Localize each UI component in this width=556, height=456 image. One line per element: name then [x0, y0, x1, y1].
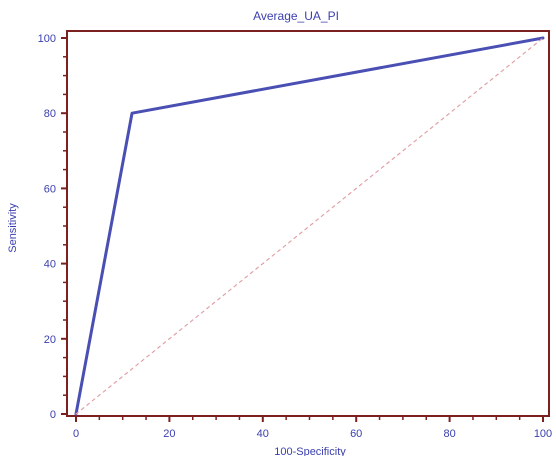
chart-title: Average_UA_PI: [253, 9, 339, 23]
x-tick-label: 40: [257, 428, 269, 440]
x-tick-label: 0: [73, 428, 79, 440]
y-tick-label: 80: [44, 108, 56, 120]
roc-curve-line: [74, 36, 545, 416]
x-tick-label: 20: [163, 428, 175, 440]
y-tick-label: 40: [44, 259, 56, 271]
y-tick-label: 20: [44, 334, 56, 346]
reference-diagonal-line: [75, 37, 544, 415]
series-layer: [74, 36, 545, 416]
y-tick-label: 60: [44, 183, 56, 195]
y-tick-label: 0: [50, 409, 56, 421]
x-tick-label: 80: [443, 428, 455, 440]
plot-frame: [66, 30, 550, 417]
ticks-layer: 0 20 40 60 80 100 0 20 40 60 80 100: [38, 33, 553, 440]
x-tick-label: 60: [350, 428, 362, 440]
y-tick-label: 100: [38, 33, 56, 45]
y-axis-label: Sensitivity: [7, 203, 19, 253]
x-axis-label: 100-Specificity: [274, 446, 346, 456]
x-tick-label: 100: [534, 428, 552, 440]
